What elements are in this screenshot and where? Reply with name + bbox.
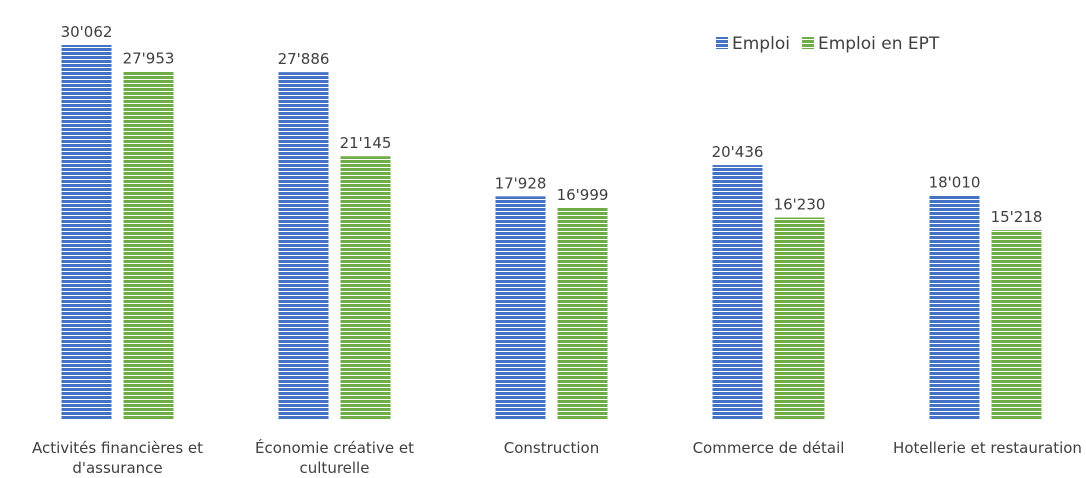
data-label: 20'436 bbox=[712, 143, 764, 161]
bar bbox=[123, 71, 174, 420]
data-label: 15'218 bbox=[991, 208, 1043, 226]
data-label: 16'999 bbox=[557, 186, 609, 204]
legend-label: Emploi en EPT bbox=[818, 34, 940, 54]
x-tick-label: Économie créative et culturelle bbox=[255, 439, 414, 477]
data-label: 21'145 bbox=[340, 134, 392, 152]
data-label: 27'886 bbox=[278, 50, 330, 68]
legend: Emploi Emploi en EPT bbox=[716, 34, 940, 54]
bar bbox=[495, 196, 546, 420]
legend-label: Emploi bbox=[732, 34, 790, 54]
bar bbox=[712, 165, 763, 420]
bar bbox=[929, 195, 980, 420]
data-label: 27'953 bbox=[123, 49, 175, 67]
data-label: 30'062 bbox=[61, 23, 113, 41]
x-tick-label: Construction bbox=[503, 439, 600, 457]
x-tick-label: Hotellerie et restauration bbox=[893, 439, 1082, 457]
bar bbox=[774, 217, 825, 420]
bar bbox=[61, 45, 112, 420]
data-label: 16'230 bbox=[774, 196, 826, 214]
bar bbox=[991, 230, 1042, 420]
data-label: 18'010 bbox=[929, 173, 981, 191]
data-label: 17'928 bbox=[495, 174, 547, 192]
legend-swatch bbox=[716, 37, 728, 49]
legend-swatch bbox=[801, 37, 814, 49]
x-tick-label: Commerce de détail bbox=[692, 439, 845, 457]
x-tick-label: Activités financières et d'assurance bbox=[31, 439, 204, 477]
bar bbox=[340, 156, 391, 421]
bar bbox=[278, 72, 329, 420]
bar bbox=[557, 207, 608, 420]
